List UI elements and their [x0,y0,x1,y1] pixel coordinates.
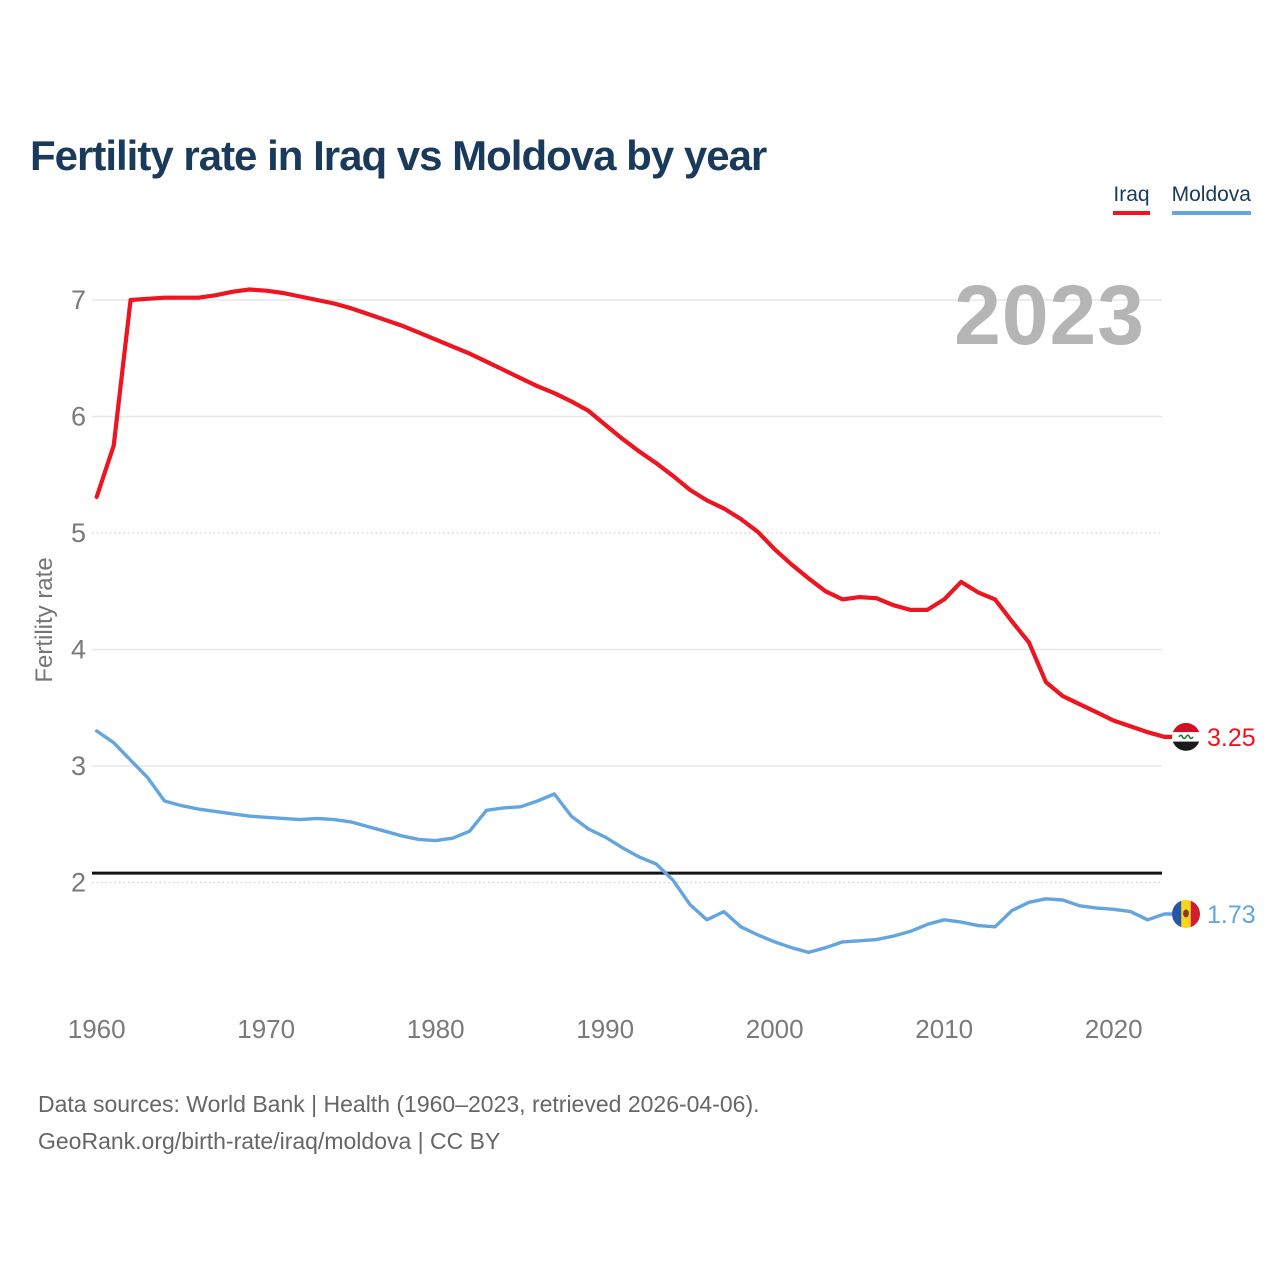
y-tick-label: 4 [71,635,86,665]
flag-stripe [1190,899,1200,928]
legend-item-iraq[interactable]: Iraq [1113,183,1150,215]
iraq-flag-icon[interactable] [1172,722,1200,751]
y-axis-title: Fertility rate [31,557,58,683]
x-tick-label: 1980 [407,1014,465,1044]
y-tick-label: 5 [71,518,86,548]
x-tick-label: 1990 [576,1014,634,1044]
y-tick-label: 7 [71,285,86,315]
y-tick-label: 2 [71,868,86,898]
iraq-line[interactable] [94,287,1175,739]
iraq-end-value-label: 3.25 [1207,724,1256,752]
x-tick-label: 2010 [915,1014,973,1044]
footer-attribution-line: GeoRank.org/birth-rate/iraq/moldova | CC… [38,1128,501,1154]
moldova-flag-icon[interactable] [1172,899,1200,928]
x-tick-label: 2020 [1085,1014,1143,1044]
flag-stripe [1172,899,1182,928]
moldova-line[interactable] [95,729,1174,955]
legend-item-moldova[interactable]: Moldova [1171,183,1251,215]
legend: Iraq Moldova [1113,183,1251,215]
footer: Data sources: World Bank | Health (1960–… [38,1086,760,1160]
flag-script [1178,734,1194,740]
flag-emblem-dot [1184,913,1188,917]
chart-title: Fertility rate in Iraq vs Moldova by yea… [30,132,767,180]
y-tick-label: 6 [71,402,86,432]
watermark-year: 2023 [954,268,1145,362]
flag-emblem [1183,909,1189,918]
x-tick-label: 2000 [746,1014,804,1044]
y-tick-label: 3 [71,751,86,781]
footer-sources-line: Data sources: World Bank | Health (1960–… [38,1091,760,1117]
flag-stripe [1172,741,1200,751]
x-tick-label: 1960 [68,1014,126,1044]
x-tick-label: 1970 [237,1014,295,1044]
moldova-end-value-label: 1.73 [1207,901,1256,929]
flag-stripe [1172,722,1200,733]
